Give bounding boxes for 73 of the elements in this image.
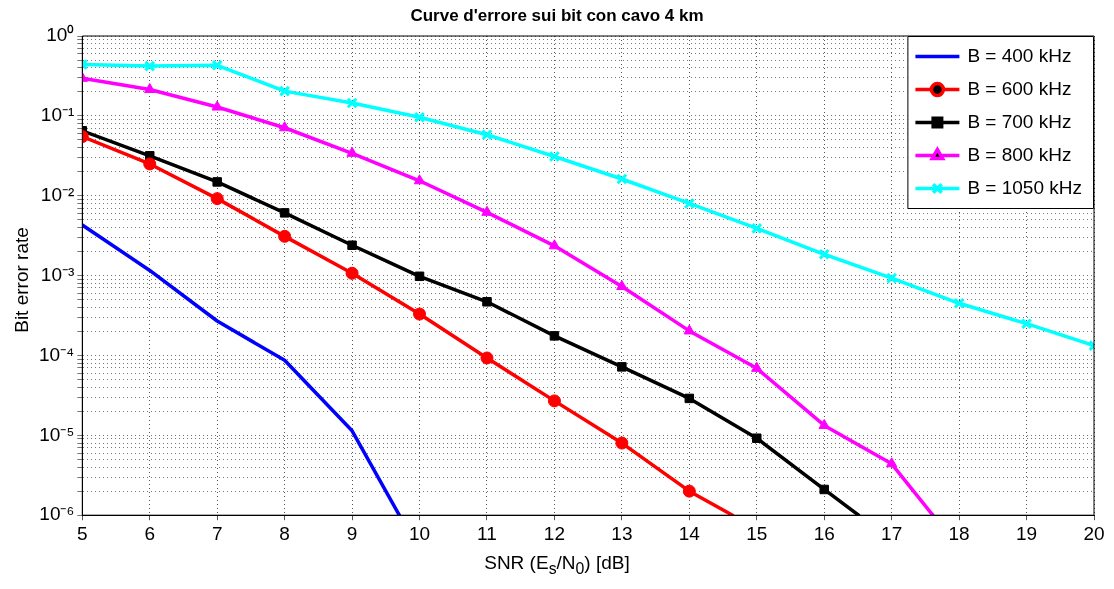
- point: [885, 457, 898, 468]
- legend-label: B = 1050 kHz: [967, 176, 1082, 198]
- point: [346, 146, 358, 157]
- x-tick-label: 10: [408, 522, 431, 544]
- point: [480, 351, 494, 365]
- point: [548, 150, 561, 163]
- y-tick-label: 10⁻⁶: [39, 503, 75, 525]
- y-tick-label: 10⁻²: [40, 183, 75, 205]
- point: [212, 177, 222, 187]
- x-tick-label: 20: [1083, 522, 1105, 544]
- point: [278, 85, 291, 97]
- x-tick-label: 15: [746, 522, 768, 544]
- x-tick-label: 5: [77, 522, 88, 544]
- point: [616, 173, 628, 185]
- x-tick-label: 17: [881, 522, 903, 544]
- x-tick-label: 12: [543, 522, 565, 544]
- legend-label: B = 800 kHz: [967, 143, 1072, 165]
- point: [683, 197, 696, 210]
- x-tick-label: 7: [211, 522, 223, 544]
- point: [684, 393, 695, 404]
- point: [211, 59, 223, 72]
- legend-label: B = 600 kHz: [967, 77, 1072, 99]
- point: [549, 331, 560, 341]
- point: [752, 433, 762, 443]
- x-tick-label: 8: [279, 522, 290, 544]
- point: [616, 280, 628, 291]
- y-tick-label: 10⁻³: [40, 263, 75, 285]
- y-tick-label: 10⁻¹: [40, 104, 75, 126]
- x-tick-label: 16: [813, 522, 835, 544]
- point: [211, 100, 223, 111]
- point: [751, 361, 763, 372]
- point: [1020, 317, 1033, 330]
- point: [819, 484, 829, 495]
- point: [682, 484, 696, 498]
- point: [751, 222, 763, 235]
- x-axis-title: SNR (E$_{s}$/N$_{0}$) [dB]: [483, 552, 631, 578]
- legend-label: B = 700 kHz: [967, 110, 1072, 132]
- chart-title: Curve d'errore sui bit con cavo 4 km: [409, 6, 705, 26]
- point: [481, 205, 493, 216]
- x-tick-label: 14: [678, 522, 701, 544]
- x-tick-label: 18: [948, 522, 970, 544]
- point: [818, 248, 830, 261]
- point: [547, 394, 561, 408]
- point: [278, 229, 292, 243]
- y-tick-label: 10⁰: [46, 24, 75, 46]
- y-tick-label: 10⁻⁴: [38, 343, 75, 365]
- point: [481, 129, 493, 141]
- y-axis-title: Bit error rate: [11, 227, 33, 333]
- point: [617, 362, 627, 372]
- legend-label: B = 400 kHz: [967, 44, 1072, 66]
- point: [144, 82, 156, 93]
- point: [347, 240, 357, 250]
- x-tick-label: 9: [346, 522, 358, 544]
- point: [143, 157, 157, 171]
- point: [279, 208, 290, 218]
- x-tick-label: 6: [144, 522, 156, 544]
- point: [144, 60, 156, 72]
- point: [210, 192, 224, 206]
- point: [615, 436, 629, 450]
- y-tick-label: 10⁻⁵: [39, 423, 75, 445]
- point: [278, 121, 291, 132]
- point: [413, 111, 426, 124]
- point: [482, 297, 492, 307]
- point: [818, 418, 830, 429]
- point: [346, 97, 358, 109]
- point: [414, 271, 425, 282]
- x-tick-label: 13: [611, 522, 633, 544]
- point: [953, 297, 965, 310]
- x-tick-label: 11: [477, 522, 497, 544]
- point: [885, 272, 898, 284]
- point: [345, 266, 359, 280]
- point: [413, 307, 427, 321]
- x-tick-label: 19: [1015, 522, 1038, 544]
